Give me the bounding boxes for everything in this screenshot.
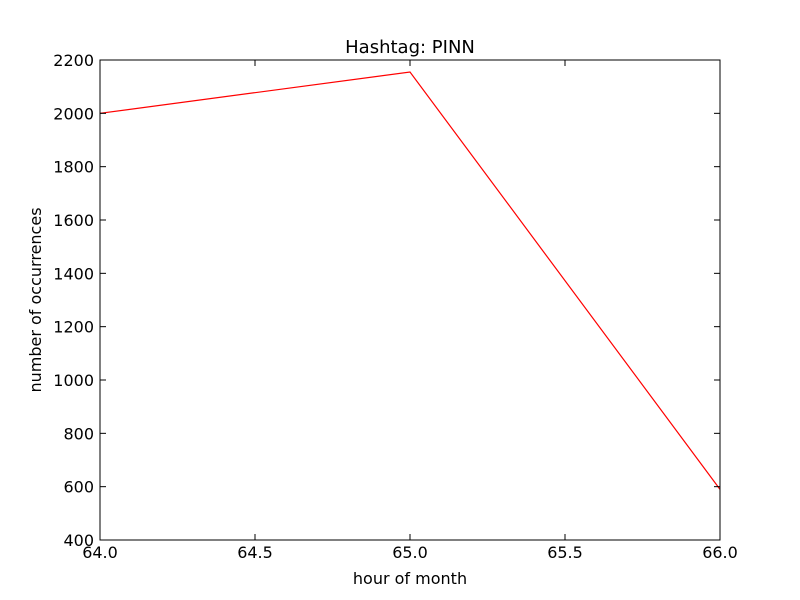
x-axis-label: hour of month [353, 569, 467, 588]
x-tick-label: 64.5 [237, 543, 273, 562]
series-line [99, 71, 721, 490]
y-tick-label: 600 [63, 478, 94, 497]
plot-area [99, 71, 721, 490]
axes-frame [99, 59, 721, 541]
y-tick-label: 1400 [53, 264, 94, 283]
y-tick-label: 2200 [53, 51, 94, 70]
x-tick-label: 65.0 [392, 543, 428, 562]
x-axis-ticks: 64.0 64.5 65.0 65.5 66.0 [82, 60, 738, 562]
x-tick-label: 64.0 [82, 543, 118, 562]
y-axis-ticks: 400 600 800 1000 1200 1400 1600 1800 2000 2200 [53, 51, 720, 550]
x-tick-label: 66.0 [702, 543, 738, 562]
y-tick-label: 1600 [53, 211, 94, 230]
y-tick-label: 400 [63, 531, 94, 550]
y-tick-label: 1800 [53, 158, 94, 177]
y-tick-label: 2000 [53, 104, 94, 123]
x-tick-label: 65.5 [547, 543, 583, 562]
y-tick-label: 1200 [53, 318, 94, 337]
y-axis-label: number of occurrences [26, 207, 45, 392]
chart-title: Hashtag: PINN [345, 37, 475, 58]
y-tick-label: 1000 [53, 371, 94, 390]
y-tick-label: 800 [63, 424, 94, 443]
